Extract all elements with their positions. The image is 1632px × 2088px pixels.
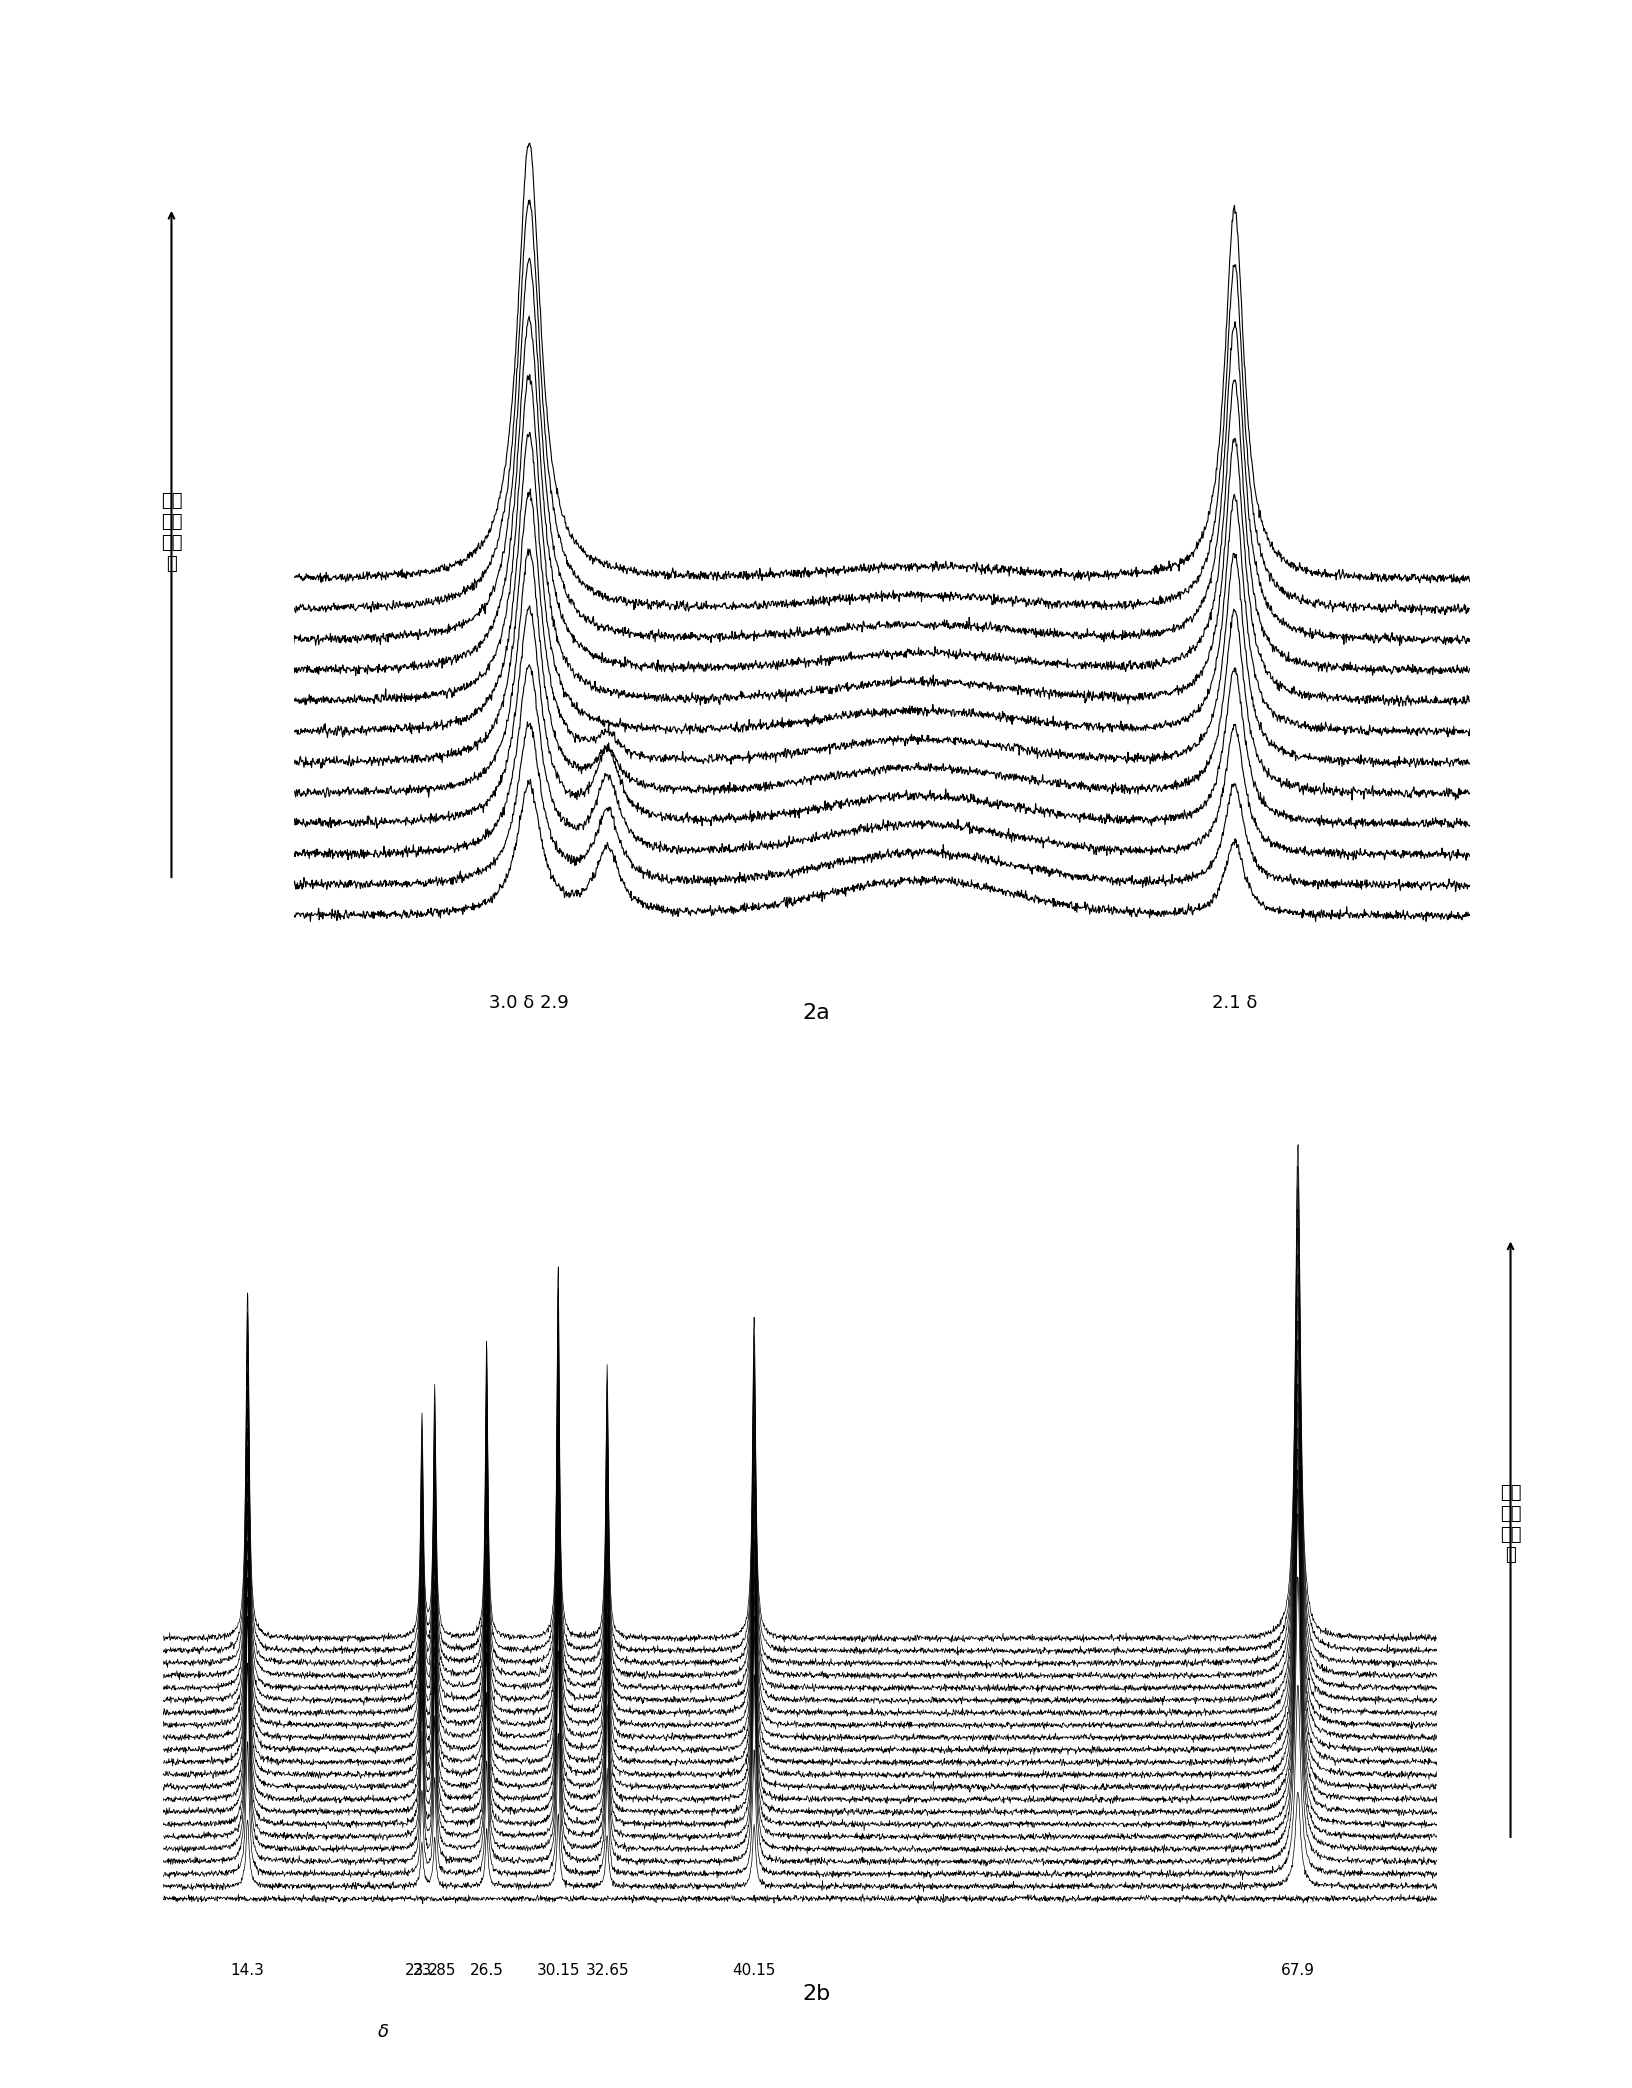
Text: 14.3: 14.3 (230, 1963, 264, 1977)
Text: 2a: 2a (803, 1002, 829, 1023)
Text: 3.0 δ 2.9: 3.0 δ 2.9 (490, 994, 568, 1013)
Text: 26.5: 26.5 (470, 1963, 503, 1977)
Text: 深度
或时
间序
列: 深度 或时 间序 列 (1498, 1485, 1521, 1564)
Text: 2b: 2b (801, 1984, 831, 2004)
Text: 40.15: 40.15 (733, 1963, 775, 1977)
Text: 23.2: 23.2 (405, 1963, 439, 1977)
Text: 2.1 δ: 2.1 δ (1211, 994, 1257, 1013)
Text: 30.15: 30.15 (535, 1963, 579, 1977)
Text: 深度
或时
间序
列: 深度 或时 间序 列 (160, 493, 183, 572)
Text: 32.65: 32.65 (584, 1963, 628, 1977)
Text: 67.9: 67.9 (1279, 1963, 1314, 1977)
Text: δ: δ (379, 2023, 388, 2040)
Text: 23.85: 23.85 (413, 1963, 457, 1977)
